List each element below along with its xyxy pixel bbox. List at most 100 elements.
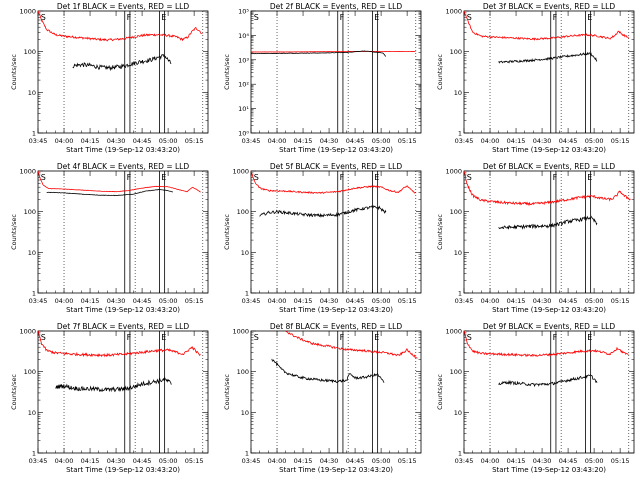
y-tick-label: 100 [24, 48, 36, 56]
x-tick-label: 05:00 [159, 297, 178, 305]
marker-e: E [587, 173, 592, 182]
x-tick-label: 05:15 [611, 137, 630, 145]
x-tick-label: 04:30 [107, 137, 126, 145]
y-tick-label: 10 [28, 249, 36, 257]
y-axis-label: Counts/sec [436, 374, 444, 410]
series-events-line [250, 50, 387, 57]
x-tick-label: 05:00 [159, 137, 178, 145]
series-events-line [72, 53, 172, 72]
y-tick-label: 100 [450, 208, 462, 216]
x-tick-label: 05:00 [372, 137, 391, 145]
x-tick-label: 05:00 [372, 457, 391, 465]
series-events-line [498, 215, 598, 230]
x-tick-label: 03:45 [29, 457, 48, 465]
x-tick-label: 03:45 [455, 297, 474, 305]
marker-f: F [553, 13, 558, 22]
series-events-line [55, 375, 172, 393]
marker-f: F [127, 173, 132, 182]
y-tick-label: 100 [237, 368, 249, 376]
marker-f: F [553, 173, 558, 182]
chart-title: Det 6f BLACK = Events, RED = LLD [483, 162, 616, 171]
chart-panel-1: Det 1f BLACK = Events, RED = LLD S F E 1 10 10… [10, 2, 209, 154]
chart-title: Det 3f BLACK = Events, RED = LLD [483, 2, 616, 11]
x-tick-label: 05:00 [372, 297, 391, 305]
y-tick-label: 1000 [445, 168, 462, 176]
y-tick-label: 100 [450, 368, 462, 376]
x-axis-label: Start Time (19-Sep-12 03:43:20) [279, 466, 393, 474]
chart-panel-9: Det 9f BLACK = Events, RED = LLD S F E 1 10 10… [436, 322, 635, 474]
x-tick-label: 04:45 [133, 137, 152, 145]
series-lld-line [463, 171, 631, 207]
x-tick-label: 04:30 [533, 137, 552, 145]
marker-f: F [127, 333, 132, 342]
x-tick-label: 04:00 [268, 297, 287, 305]
marker-s: S [254, 13, 259, 22]
chart-title: Det 5f BLACK = Events, RED = LLD [270, 162, 403, 171]
plot-frame [37, 330, 209, 454]
x-tick-label: 04:00 [268, 457, 287, 465]
y-axis-label: Counts/sec [10, 214, 18, 250]
marker-e: E [161, 13, 166, 22]
series-events-line [46, 189, 174, 197]
marker-e: E [374, 13, 379, 22]
series-lld-line [37, 330, 201, 358]
y-axis-label: Counts/sec [223, 54, 231, 90]
x-tick-label: 04:15 [507, 137, 526, 145]
series-lld-line [37, 10, 203, 42]
x-tick-label: 04:45 [346, 137, 365, 145]
y-tick-label: 1000 [232, 168, 249, 176]
y-tick-label: 100 [237, 208, 249, 216]
x-tick-label: 04:30 [107, 457, 126, 465]
y-axis-label: Counts/sec [10, 54, 18, 90]
x-tick-label: 04:00 [481, 297, 500, 305]
x-tick-label: 04:00 [481, 137, 500, 145]
x-tick-label: 04:30 [320, 137, 339, 145]
plot-frame [250, 170, 422, 294]
series-lld-line [37, 170, 201, 193]
marker-e: E [587, 333, 592, 342]
x-tick-label: 04:15 [81, 457, 100, 465]
marker-e: E [587, 13, 592, 22]
x-tick-label: 04:30 [320, 457, 339, 465]
x-tick-label: 04:15 [507, 297, 526, 305]
y-tick-label: 10⁴ [238, 32, 249, 40]
x-tick-label: 04:45 [559, 297, 578, 305]
y-tick-label: 1 [245, 450, 249, 458]
y-tick-label: 1 [458, 290, 462, 298]
marker-e: E [374, 333, 379, 342]
x-tick-label: 04:45 [559, 137, 578, 145]
x-tick-label: 04:00 [55, 137, 74, 145]
plot-frame [250, 10, 422, 134]
x-tick-label: 05:00 [585, 137, 604, 145]
series-lld-line [463, 330, 629, 358]
x-tick-label: 05:00 [159, 457, 178, 465]
y-tick-label: 1000 [445, 8, 462, 16]
x-axis-label: Start Time (19-Sep-12 03:43:20) [66, 146, 180, 154]
x-tick-label: 04:00 [268, 137, 287, 145]
marker-s: S [467, 173, 472, 182]
x-tick-label: 05:15 [185, 457, 204, 465]
x-tick-label: 04:15 [294, 297, 313, 305]
chart-title: Det 1f BLACK = Events, RED = LLD [57, 2, 190, 11]
x-tick-label: 04:15 [507, 457, 526, 465]
x-tick-label: 03:45 [242, 457, 261, 465]
marker-s: S [41, 333, 46, 342]
marker-s: S [254, 173, 259, 182]
x-axis-label: Start Time (19-Sep-12 03:43:20) [279, 146, 393, 154]
x-tick-label: 03:45 [455, 137, 474, 145]
y-axis-label: Counts/sec [436, 54, 444, 90]
x-tick-label: 04:15 [294, 457, 313, 465]
series-lld-line [463, 11, 629, 41]
series-events-line [271, 358, 385, 384]
x-tick-label: 03:45 [242, 297, 261, 305]
chart-title: Det 8f BLACK = Events, RED = LLD [270, 322, 403, 331]
y-tick-label: 10⁵ [238, 8, 249, 16]
marker-f: F [340, 173, 345, 182]
marker-s: S [254, 333, 259, 342]
chart-panel-5: Det 5f BLACK = Events, RED = LLD S F E 1 10 10… [223, 162, 422, 314]
x-tick-label: 04:30 [533, 297, 552, 305]
chart-panel-6: Det 6f BLACK = Events, RED = LLD S F E 1 10 10… [436, 162, 635, 314]
marker-e: E [161, 173, 166, 182]
marker-f: F [127, 13, 132, 22]
y-tick-label: 10 [28, 409, 36, 417]
